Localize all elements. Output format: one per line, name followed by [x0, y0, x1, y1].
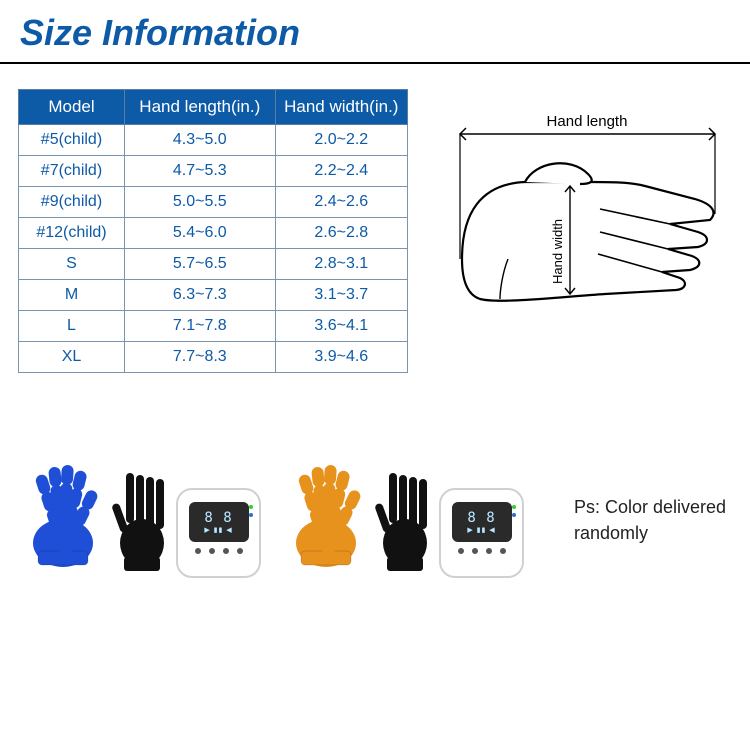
table-body: #5(child)4.3~5.02.0~2.2#7(child)4.7~5.32…	[19, 125, 408, 373]
table-cell: 2.2~2.4	[275, 156, 407, 187]
table-cell: S	[19, 249, 125, 280]
table-row: L7.1~7.83.6~4.1	[19, 311, 408, 342]
table-cell: 5.0~5.5	[124, 187, 275, 218]
rehab-glove	[281, 433, 371, 578]
table-row: S5.7~6.52.8~3.1	[19, 249, 408, 280]
controller-buttons	[458, 548, 506, 554]
controller-screen: 8 8 ▶ ▮▮ ◀	[452, 502, 512, 542]
product-row: 8 8 ▶ ▮▮ ◀	[0, 373, 750, 578]
table-row: #12(child)5.4~6.02.6~2.8	[19, 218, 408, 249]
table-cell: 3.1~3.7	[275, 280, 407, 311]
table-cell: #9(child)	[19, 187, 125, 218]
controller-digits: 8 8	[204, 510, 232, 526]
inner-glove	[112, 463, 172, 578]
table-cell: 5.7~6.5	[124, 249, 275, 280]
title-divider	[0, 62, 750, 64]
hand-length-label: Hand length	[547, 113, 628, 130]
note-line-2: randomly	[574, 523, 648, 543]
controller-buttons	[195, 548, 243, 554]
inner-glove	[375, 463, 435, 578]
table-cell: 3.9~4.6	[275, 342, 407, 373]
hand-width-label: Hand width	[550, 218, 565, 283]
table-cell: 6.3~7.3	[124, 280, 275, 311]
product-set: 8 8 ▶ ▮▮ ◀	[281, 433, 524, 578]
hand-measurement-diagram: Hand length Hand width	[438, 89, 732, 373]
product-set: 8 8 ▶ ▮▮ ◀	[18, 433, 261, 578]
controller-screen: 8 8 ▶ ▮▮ ◀	[189, 502, 249, 542]
table-cell: 2.0~2.2	[275, 125, 407, 156]
table-cell: 7.7~8.3	[124, 342, 275, 373]
table-cell: 2.8~3.1	[275, 249, 407, 280]
table-cell: 7.1~7.8	[124, 311, 275, 342]
controller-leds	[249, 504, 255, 520]
controller-leds	[512, 504, 518, 520]
table-row: #7(child)4.7~5.32.2~2.4	[19, 156, 408, 187]
table-cell: #7(child)	[19, 156, 125, 187]
col-hand-length: Hand length(in.)	[124, 90, 275, 125]
size-table: Model Hand length(in.) Hand width(in.) #…	[18, 89, 408, 373]
table-cell: L	[19, 311, 125, 342]
col-model: Model	[19, 90, 125, 125]
table-cell: M	[19, 280, 125, 311]
hand-svg: Hand length Hand width	[440, 104, 730, 359]
controller-device: 8 8 ▶ ▮▮ ◀	[176, 488, 261, 578]
table-cell: 2.6~2.8	[275, 218, 407, 249]
mid-section: Model Hand length(in.) Hand width(in.) #…	[0, 89, 750, 373]
table-cell: 2.4~2.6	[275, 187, 407, 218]
table-row: XL7.7~8.33.9~4.6	[19, 342, 408, 373]
table-cell: XL	[19, 342, 125, 373]
table-row: #5(child)4.3~5.02.0~2.2	[19, 125, 408, 156]
rehab-glove	[18, 433, 108, 578]
controller-digits: 8 8	[467, 510, 495, 526]
controller-device: 8 8 ▶ ▮▮ ◀	[439, 488, 524, 578]
table-row: M6.3~7.33.1~3.7	[19, 280, 408, 311]
note-line-1: Ps: Color delivered	[574, 497, 726, 517]
color-note: Ps: Color delivered randomly	[574, 465, 726, 545]
table-cell: 3.6~4.1	[275, 311, 407, 342]
table-cell: #12(child)	[19, 218, 125, 249]
product-sets-anchor: 8 8 ▶ ▮▮ ◀	[18, 433, 524, 578]
col-hand-width: Hand width(in.)	[275, 90, 407, 125]
table-header-row: Model Hand length(in.) Hand width(in.)	[19, 90, 408, 125]
table-row: #9(child)5.0~5.52.4~2.6	[19, 187, 408, 218]
table-cell: 4.7~5.3	[124, 156, 275, 187]
table-cell: 4.3~5.0	[124, 125, 275, 156]
page-title: Size Information	[0, 0, 750, 62]
table-cell: #5(child)	[19, 125, 125, 156]
table-cell: 5.4~6.0	[124, 218, 275, 249]
